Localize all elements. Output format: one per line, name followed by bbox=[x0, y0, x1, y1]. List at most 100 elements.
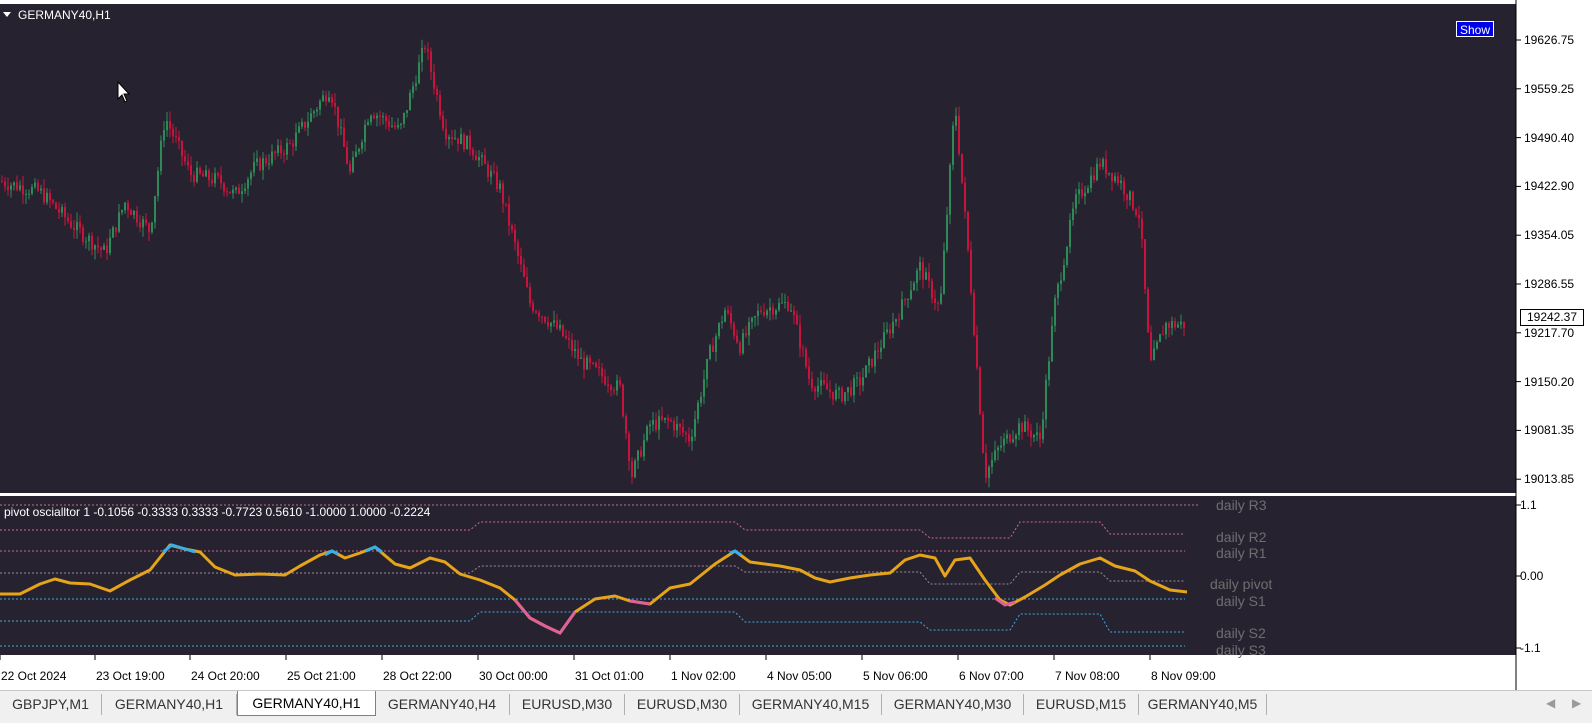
candle bbox=[418, 62, 420, 84]
candle bbox=[1111, 172, 1113, 182]
candle bbox=[25, 193, 27, 195]
candle bbox=[967, 211, 969, 250]
candle bbox=[952, 125, 954, 166]
candle bbox=[691, 436, 693, 442]
candle bbox=[535, 311, 537, 313]
tab-scroll-left-icon[interactable]: ◀ bbox=[1546, 696, 1556, 710]
candle bbox=[1138, 215, 1140, 219]
candle bbox=[841, 388, 843, 402]
tab-scroll-right-icon[interactable]: ▶ bbox=[1572, 696, 1582, 710]
candle bbox=[1063, 264, 1065, 281]
chart-area[interactable]: GERMANY40,H1 Show 19626.75 19559.25 19490.… bbox=[0, 0, 1592, 690]
candle bbox=[706, 359, 708, 380]
chart-tab[interactable]: GERMANY40,M5 bbox=[1139, 694, 1267, 715]
candle bbox=[685, 432, 687, 435]
candle bbox=[241, 191, 243, 194]
candle bbox=[1024, 421, 1026, 432]
chart-tab[interactable]: GERMANY40,M30 bbox=[882, 694, 1024, 715]
time-tick-label: 7 Nov 08:00 bbox=[1055, 669, 1120, 683]
candle bbox=[757, 310, 759, 317]
candle bbox=[52, 200, 54, 203]
candle bbox=[136, 210, 138, 223]
candle bbox=[235, 187, 237, 190]
candle bbox=[370, 115, 372, 123]
candle bbox=[559, 325, 561, 329]
candle bbox=[88, 235, 90, 242]
candle bbox=[196, 167, 198, 182]
chart-tab[interactable]: GERMANY40,H1 bbox=[102, 694, 237, 715]
chart-tab[interactable]: EURUSD,M15 bbox=[1024, 694, 1139, 715]
candle bbox=[193, 174, 195, 182]
candle bbox=[907, 298, 909, 300]
candle bbox=[439, 95, 441, 116]
candle bbox=[97, 245, 99, 248]
level-line bbox=[0, 521, 1185, 539]
chart-tab[interactable]: EURUSD,M30 bbox=[510, 694, 625, 715]
price-tick-label: 19286.55 bbox=[1524, 277, 1575, 291]
oscillator-high-segment bbox=[365, 545, 383, 554]
candle bbox=[211, 180, 213, 184]
candle bbox=[169, 121, 171, 129]
time-tick-label: 22 Oct 2024 bbox=[1, 669, 67, 683]
candle bbox=[376, 115, 378, 119]
candle bbox=[970, 249, 972, 293]
candle bbox=[556, 320, 558, 329]
candle bbox=[187, 161, 189, 166]
candle bbox=[1132, 191, 1134, 210]
chart-tab[interactable]: GBPJPY,M1 bbox=[0, 694, 102, 715]
chart-tab[interactable]: EURUSD,M30 bbox=[625, 694, 740, 715]
candle bbox=[811, 378, 813, 389]
candle bbox=[40, 188, 42, 191]
candle bbox=[1174, 321, 1176, 328]
candle bbox=[484, 155, 486, 165]
candle bbox=[814, 388, 816, 392]
candle bbox=[1126, 194, 1128, 201]
candle bbox=[460, 134, 462, 145]
candle bbox=[1120, 180, 1122, 184]
chart-tab[interactable]: GERMANY40,H4 bbox=[375, 694, 510, 715]
candle bbox=[349, 163, 351, 172]
candle bbox=[895, 319, 897, 322]
candle bbox=[589, 357, 591, 363]
candle bbox=[301, 121, 303, 127]
candle bbox=[607, 384, 609, 386]
candle bbox=[571, 339, 573, 351]
candle bbox=[247, 179, 249, 189]
chart-tab[interactable]: GERMANY40,M15 bbox=[740, 694, 882, 715]
candle bbox=[745, 333, 747, 336]
candle bbox=[580, 357, 582, 359]
candle bbox=[919, 262, 921, 271]
candle bbox=[712, 345, 714, 353]
candle bbox=[430, 51, 432, 72]
oscillator-high-segment bbox=[162, 543, 196, 554]
candle bbox=[781, 302, 783, 304]
candle bbox=[472, 149, 474, 156]
candle bbox=[331, 97, 333, 103]
price-chart[interactable] bbox=[0, 0, 1592, 690]
show-button[interactable]: Show bbox=[1456, 21, 1495, 37]
candle bbox=[514, 229, 516, 243]
candle bbox=[541, 316, 543, 318]
time-tick-label: 1 Nov 02:00 bbox=[671, 669, 736, 683]
candle bbox=[847, 387, 849, 393]
chart-tab[interactable]: GERMANY40,H1 bbox=[237, 691, 376, 716]
candle bbox=[742, 333, 744, 354]
candle bbox=[709, 345, 711, 360]
candle bbox=[244, 188, 246, 192]
candle bbox=[121, 210, 123, 213]
candle bbox=[34, 182, 36, 187]
candle bbox=[727, 310, 729, 313]
candle bbox=[124, 202, 126, 211]
collapse-triangle-icon[interactable] bbox=[3, 12, 11, 17]
candle bbox=[199, 167, 201, 174]
time-tick-label: 28 Oct 22:00 bbox=[383, 669, 452, 683]
price-tick-label: 19217.70 bbox=[1524, 325, 1575, 340]
candle bbox=[1078, 189, 1080, 195]
candle bbox=[1066, 247, 1068, 265]
candle bbox=[1060, 280, 1062, 284]
candle bbox=[730, 312, 732, 324]
candle bbox=[79, 221, 81, 228]
osc-tick-label: 1.1 bbox=[1520, 498, 1537, 512]
candle bbox=[772, 307, 774, 315]
candle bbox=[103, 245, 105, 250]
